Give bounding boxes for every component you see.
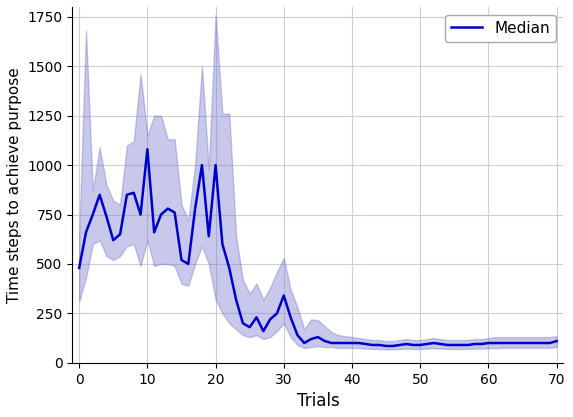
Median [519,341,526,346]
Line: Median: Median [79,149,556,346]
Legend: Median: Median [445,15,556,42]
Y-axis label: Time steps to achieve purpose: Time steps to achieve purpose [7,67,22,303]
Median [89,212,96,217]
Median [369,342,376,347]
X-axis label: Trials: Trials [297,392,339,410]
Median [540,341,547,346]
Median [553,339,560,344]
Median [151,230,158,235]
Median [383,344,390,349]
Median [315,334,321,339]
Median [144,147,151,152]
Median [76,265,83,270]
